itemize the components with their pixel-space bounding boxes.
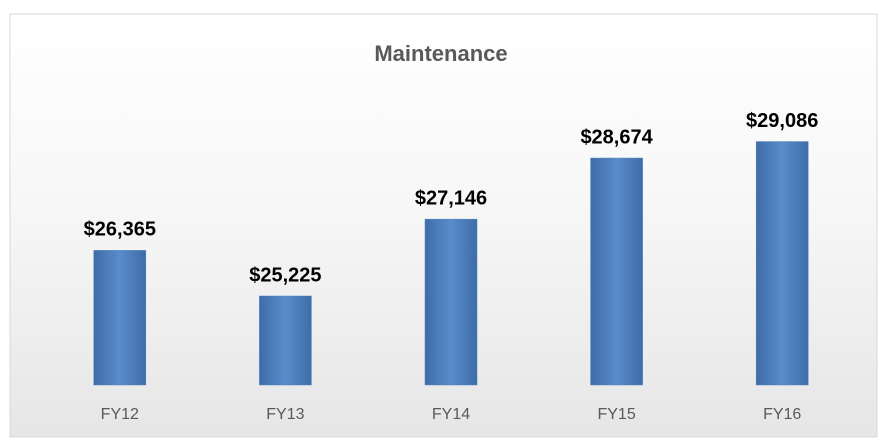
data-label: $25,225 <box>249 264 321 286</box>
bar <box>424 218 478 386</box>
bar <box>93 250 147 386</box>
bar <box>755 141 809 386</box>
bar <box>590 157 643 386</box>
x-tick-label: FY14 <box>432 406 470 423</box>
x-tick-label: FY13 <box>266 406 304 423</box>
chart-title: Maintenance <box>374 41 507 66</box>
data-label: $28,674 <box>580 126 653 148</box>
x-tick-label: FY16 <box>763 406 801 423</box>
data-label: $29,086 <box>746 110 818 132</box>
x-tick-label: FY12 <box>101 406 139 423</box>
bar <box>259 295 312 386</box>
data-label: $27,146 <box>415 187 487 209</box>
data-label: $26,365 <box>84 219 156 241</box>
x-tick-label: FY15 <box>597 406 635 423</box>
